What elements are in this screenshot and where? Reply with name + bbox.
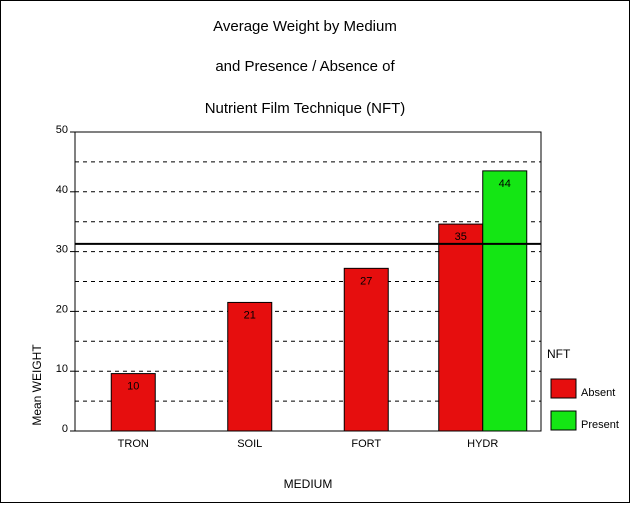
- y-tick-label-0: 0: [62, 423, 68, 435]
- bar-value-label-fort-absent: 27: [360, 275, 372, 287]
- legend-swatch-present: [550, 410, 577, 431]
- legend-item-present: Present: [550, 410, 619, 431]
- bar-hydr-absent: [438, 223, 484, 432]
- y-tick-label-1: 10: [56, 363, 68, 375]
- x-tick-label-2: FORT: [351, 438, 381, 450]
- y-tick-label-5: 50: [56, 124, 68, 136]
- bar-value-label-tron-absent: 10: [127, 381, 139, 393]
- legend-label-absent: Absent: [581, 387, 615, 399]
- bar-value-label-soil-absent: 21: [244, 309, 256, 321]
- y-axis-ticks: 0 10 20 30 40 50: [56, 124, 75, 435]
- x-tick-label-3: HYDR: [467, 438, 498, 450]
- bar-tron-absent: [110, 373, 156, 432]
- legend-label-present: Present: [581, 419, 619, 431]
- bar-value-label-hydr-absent: 35: [455, 231, 467, 243]
- bar-fort-absent: [343, 267, 389, 432]
- bars: 10 21 27 35 44: [110, 170, 528, 432]
- bar-value-label-hydr-present: 44: [499, 178, 511, 190]
- grid-lines: [75, 161, 541, 402]
- chart-title-line-1: Average Weight by Medium: [213, 18, 397, 35]
- x-tick-label-1: SOIL: [237, 438, 262, 450]
- y-tick-label-2: 20: [56, 303, 68, 315]
- x-axis-label: MEDIUM: [284, 477, 333, 491]
- chart-title-line-2: and Presence / Absence of: [215, 58, 395, 75]
- chart-title-line-3: Nutrient Film Technique (NFT): [205, 100, 406, 117]
- legend-item-absent: Absent: [550, 378, 615, 399]
- y-axis-label: Mean WEIGHT: [30, 344, 44, 426]
- y-tick-label-4: 40: [56, 184, 68, 196]
- bar-hydr-present: [482, 170, 528, 432]
- x-tick-label-0: TRON: [118, 438, 149, 450]
- x-axis-ticks: TRON SOIL FORT HYDR: [118, 438, 499, 450]
- legend-title: NFT: [547, 347, 571, 361]
- y-tick-label-3: 30: [56, 244, 68, 256]
- bar-soil-absent: [227, 301, 273, 432]
- legend-swatch-absent: [550, 378, 577, 399]
